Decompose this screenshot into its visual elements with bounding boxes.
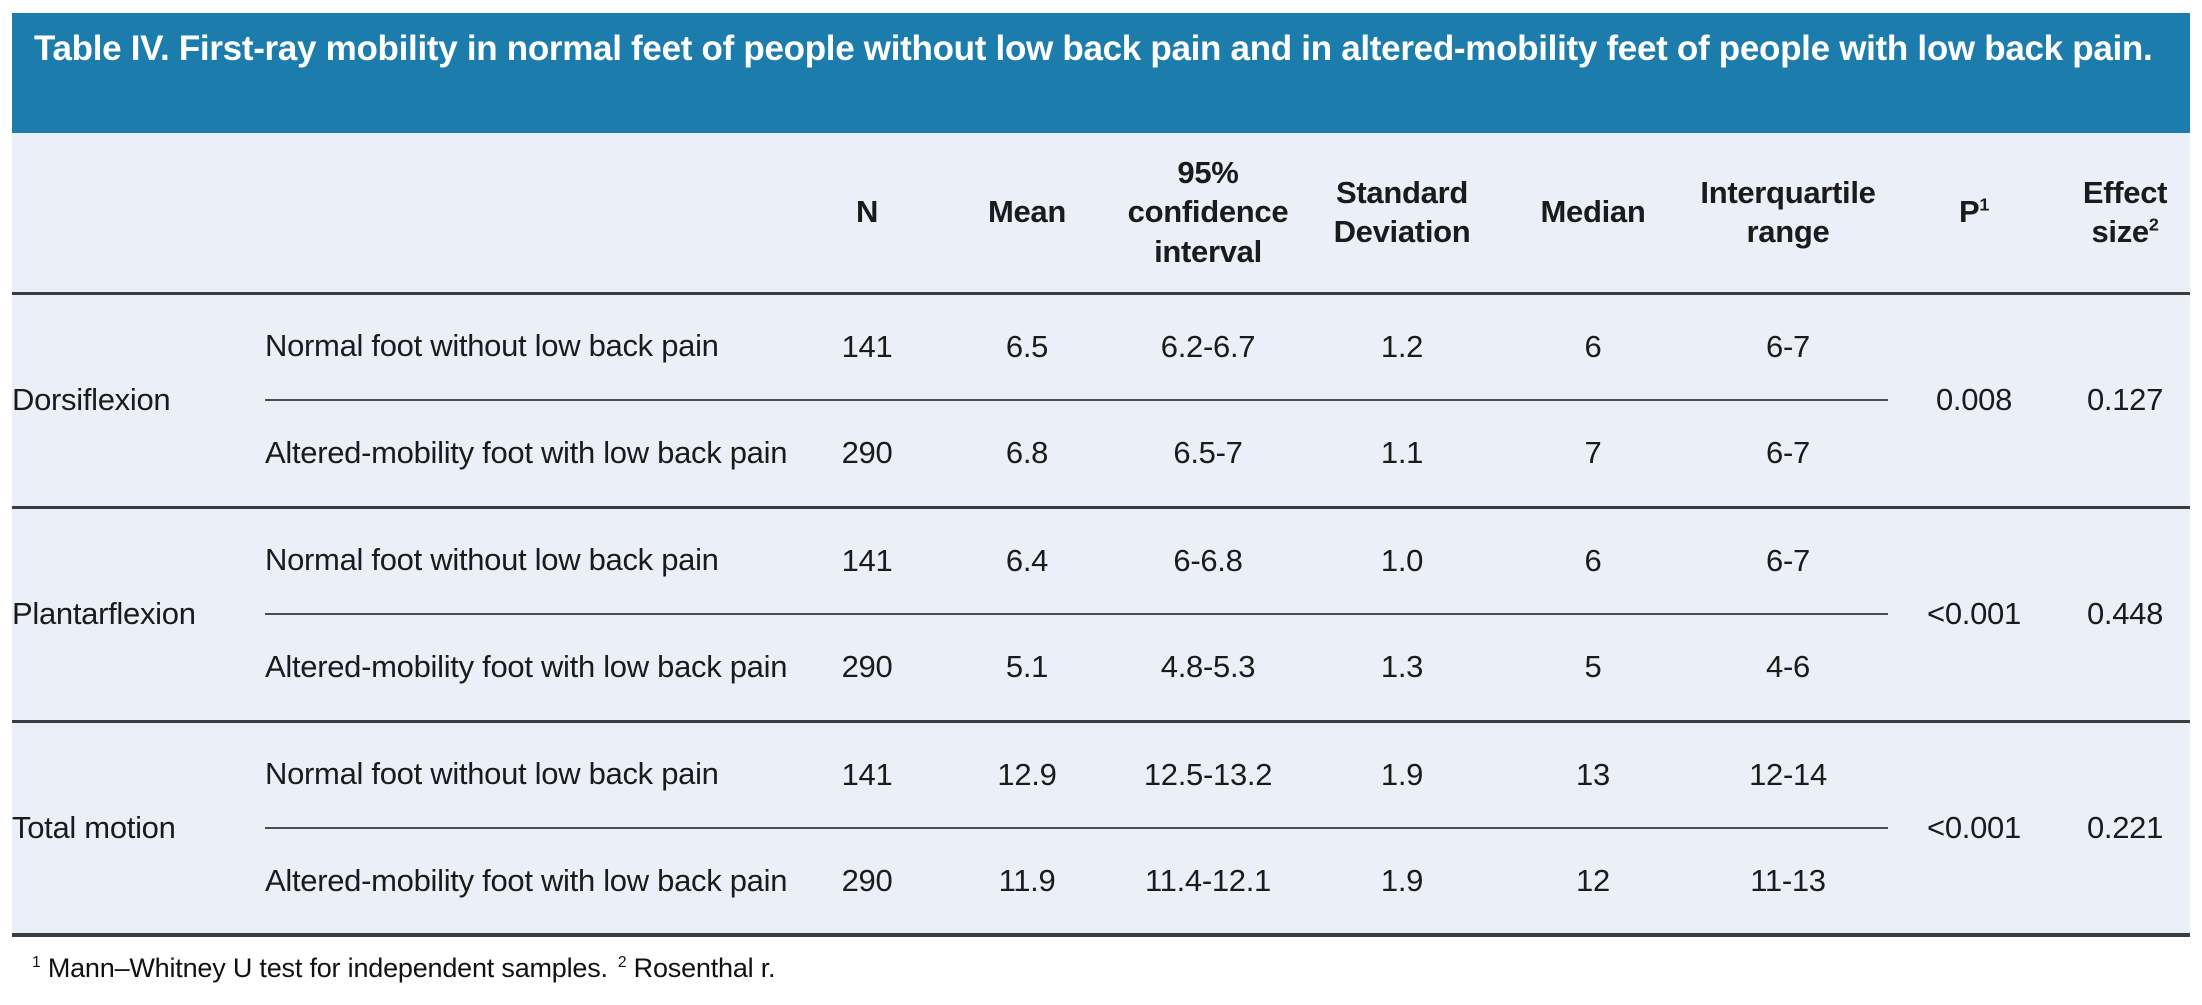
iqr-cell: 6-7 — [1688, 291, 1888, 400]
sd-cell: 1.2 — [1306, 291, 1498, 400]
footnote-marker-2: 2 — [617, 954, 627, 971]
group-label-plantarflexion: Plantarflexion — [12, 505, 265, 721]
condition-cell: Normal foot without low back pain — [265, 291, 790, 400]
iqr-cell: 11-13 — [1688, 827, 1888, 935]
mean-cell: 5.1 — [944, 613, 1110, 721]
n-cell: 141 — [790, 505, 944, 614]
median-cell: 13 — [1498, 719, 1688, 828]
ci-cell: 11.4-12.1 — [1110, 827, 1306, 935]
sd-cell: 1.0 — [1306, 505, 1498, 614]
mean-cell: 11.9 — [944, 827, 1110, 935]
ci-cell: 6.2-6.7 — [1110, 291, 1306, 400]
col-header-median: Median — [1498, 133, 1688, 295]
header-row: N Mean 95% confidence interval Standard … — [12, 133, 2190, 295]
effect-size-cell: 0.448 — [2060, 505, 2190, 721]
condition-cell: Normal foot without low back pain — [265, 719, 790, 828]
col-header-condition — [265, 133, 790, 295]
col-header-n: N — [790, 133, 944, 295]
n-cell: 141 — [790, 719, 944, 828]
first-ray-mobility-table: N Mean 95% confidence interval Standard … — [12, 133, 2190, 937]
p-value-cell: <0.001 — [1888, 719, 2060, 935]
col-header-group — [12, 133, 265, 295]
iqr-cell: 4-6 — [1688, 613, 1888, 721]
effect-size-cell: 0.221 — [2060, 719, 2190, 935]
sd-cell: 1.9 — [1306, 719, 1498, 828]
table-row-plantarflexion-normal: Plantarflexion Normal foot without low b… — [12, 505, 2190, 721]
col-header-sd: Standard Deviation — [1306, 133, 1498, 295]
sd-cell: 1.9 — [1306, 827, 1498, 935]
iqr-cell: 6-7 — [1688, 505, 1888, 614]
footnote-mann-whitney: 1 Mann–Whitney U test for independent sa… — [32, 953, 608, 983]
n-cell: 290 — [790, 399, 944, 507]
p-footnote-marker: 1 — [1979, 195, 1990, 216]
col-header-mean: Mean — [944, 133, 1110, 295]
sd-cell: 1.3 — [1306, 613, 1498, 721]
footnote-rosenthal: 2 Rosenthal r. — [617, 953, 776, 983]
median-cell: 6 — [1498, 291, 1688, 400]
table-title: Table IV. First-ray mobility in normal f… — [34, 29, 2153, 68]
condition-cell: Normal foot without low back pain — [265, 505, 790, 614]
mean-cell: 12.9 — [944, 719, 1110, 828]
group-label-total-motion: Total motion — [12, 719, 265, 935]
iqr-cell: 6-7 — [1688, 399, 1888, 507]
n-cell: 290 — [790, 827, 944, 935]
median-cell: 5 — [1498, 613, 1688, 721]
ci-cell: 4.8-5.3 — [1110, 613, 1306, 721]
mean-cell: 6.8 — [944, 399, 1110, 507]
ci-cell: 6-6.8 — [1110, 505, 1306, 614]
col-header-iqr: Interquartile range — [1688, 133, 1888, 295]
effect-size-cell: 0.127 — [2060, 291, 2190, 507]
median-cell: 6 — [1498, 505, 1688, 614]
table-row-total-motion-altered: Altered-mobility foot with low back pain… — [12, 827, 2190, 935]
col-header-ci: 95% confidence interval — [1110, 133, 1306, 295]
mean-cell: 6.5 — [944, 291, 1110, 400]
table-row-total-motion-normal: Total motion Normal foot without low bac… — [12, 719, 2190, 935]
p-value-cell: <0.001 — [1888, 505, 2060, 721]
table-row-dorsiflexion-altered: Altered-mobility foot with low back pain… — [12, 399, 2190, 507]
col-header-effect-size: Effect size2 — [2060, 133, 2190, 295]
median-cell: 7 — [1498, 399, 1688, 507]
condition-cell: Altered-mobility foot with low back pain — [265, 827, 790, 935]
ci-cell: 12.5-13.2 — [1110, 719, 1306, 828]
group-label-dorsiflexion: Dorsiflexion — [12, 291, 265, 507]
iqr-cell: 12-14 — [1688, 719, 1888, 828]
table-title-bar: Table IV. First-ray mobility in normal f… — [12, 13, 2190, 133]
table-row-dorsiflexion-normal: Dorsiflexion Normal foot without low bac… — [12, 291, 2190, 507]
mean-cell: 6.4 — [944, 505, 1110, 614]
sd-cell: 1.1 — [1306, 399, 1498, 507]
condition-cell: Altered-mobility foot with low back pain — [265, 399, 790, 507]
table-footnotes: 1 Mann–Whitney U test for independent sa… — [12, 937, 2190, 984]
condition-cell: Altered-mobility foot with low back pain — [265, 613, 790, 721]
footnote-marker-1: 1 — [32, 954, 41, 971]
n-cell: 290 — [790, 613, 944, 721]
ci-cell: 6.5-7 — [1110, 399, 1306, 507]
n-cell: 141 — [790, 291, 944, 400]
table-row-plantarflexion-altered: Altered-mobility foot with low back pain… — [12, 613, 2190, 721]
effect-footnote-marker: 2 — [2148, 214, 2159, 235]
p-value-cell: 0.008 — [1888, 291, 2060, 507]
median-cell: 12 — [1498, 827, 1688, 935]
col-header-p: P1 — [1888, 133, 2060, 295]
